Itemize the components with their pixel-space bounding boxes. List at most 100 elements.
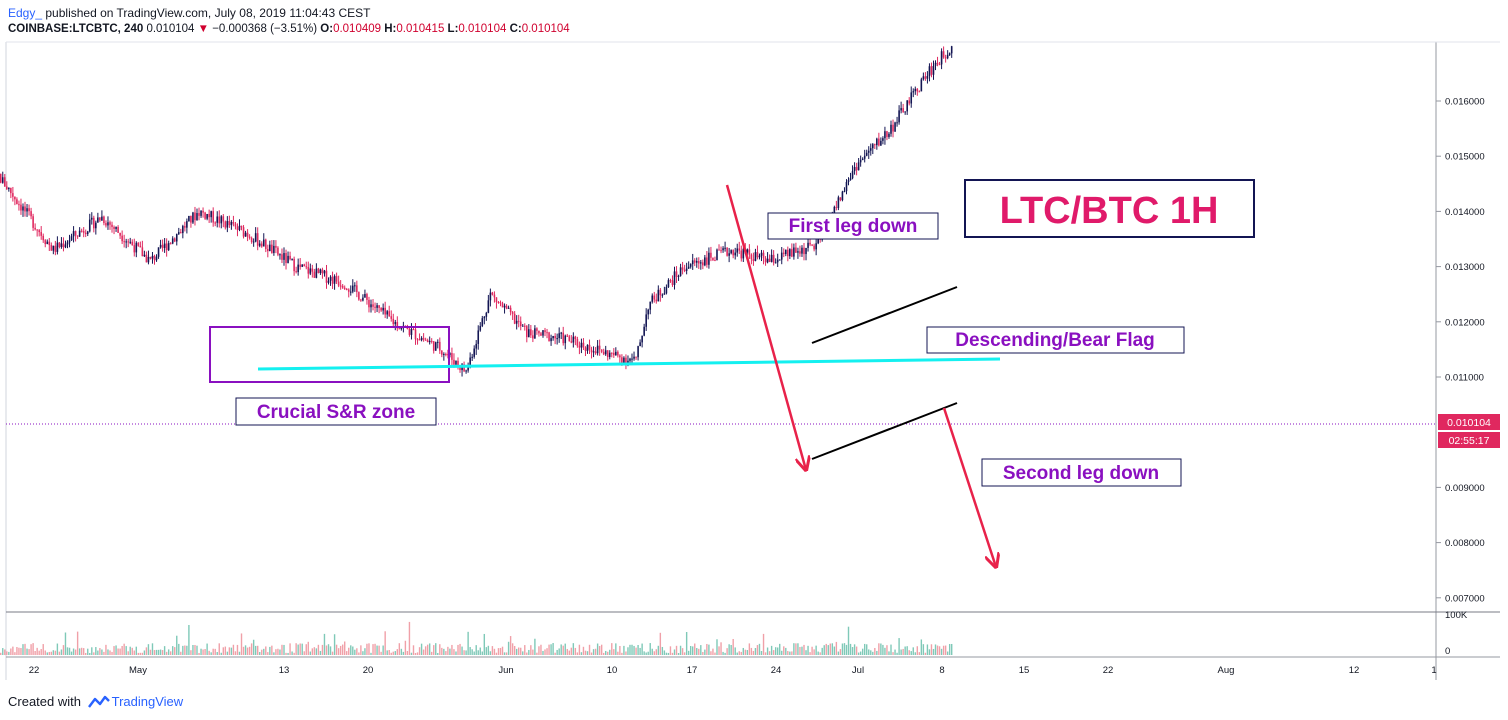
candle-body — [740, 250, 743, 259]
volume-bar — [477, 650, 479, 655]
volume-bar — [435, 643, 437, 655]
volume-bar — [91, 647, 93, 655]
candle-body — [572, 336, 575, 343]
volume-bar — [287, 652, 289, 655]
candle-body — [700, 262, 702, 264]
volume-bar — [880, 643, 882, 655]
volume-bar — [789, 651, 791, 655]
volume-bar — [135, 646, 137, 655]
volume-bar — [681, 648, 684, 655]
price-chart[interactable]: 0.016000 0.015000 0.014000 0.013000 0.012000… — [0, 0, 1508, 684]
candle-body — [186, 221, 188, 228]
candle-body — [671, 280, 674, 285]
volume-bar — [643, 651, 645, 655]
title-box[interactable] — [964, 179, 1255, 238]
volume-bar — [783, 646, 785, 655]
candle-body — [149, 256, 152, 259]
time-axis[interactable]: 22 May 13 20 Jun 10 17 24 Jul 8 15 22 Aug 12 1 — [29, 665, 1437, 676]
candle-body — [129, 241, 132, 243]
volume-bar — [647, 651, 649, 655]
author-link[interactable]: Edgy_ — [8, 6, 43, 20]
candle-body — [327, 280, 330, 283]
chart-header: Edgy_ published on TradingView.com, July… — [0, 0, 1508, 42]
volume-bar — [356, 648, 358, 655]
volume-bar — [894, 649, 896, 655]
candle-body — [293, 258, 295, 272]
candle-body — [416, 339, 419, 341]
candle-body — [495, 297, 498, 303]
candle-body — [372, 304, 374, 307]
volume-bar — [582, 646, 585, 655]
sr-zone-box[interactable] — [209, 326, 450, 383]
volume-bar — [50, 651, 53, 655]
candle-body — [62, 243, 65, 248]
candle-body — [131, 241, 134, 246]
volume-bar — [76, 631, 79, 655]
support-line[interactable] — [257, 357, 1001, 371]
volume-bar — [305, 644, 307, 655]
high-value: 0.010415 — [396, 23, 445, 35]
volume-bar — [849, 643, 852, 655]
first-leg-label-box[interactable] — [767, 212, 939, 240]
candle-body — [291, 258, 293, 260]
flag-upper-line[interactable] — [811, 286, 958, 344]
volume-bar — [103, 651, 105, 655]
candle-body — [14, 196, 16, 200]
candle-body — [805, 247, 807, 255]
volume-bar — [80, 647, 83, 655]
volume-bar — [627, 647, 629, 655]
volume-bar — [309, 651, 312, 655]
candle-body — [252, 241, 255, 243]
volume-bar — [704, 649, 706, 655]
volume-bar — [748, 643, 751, 655]
candle-body — [550, 338, 552, 342]
volume-bar — [42, 644, 44, 655]
candle-body — [938, 64, 941, 66]
volume-bars — [0, 621, 953, 655]
volume-bar — [400, 648, 403, 655]
volume-bar — [246, 647, 249, 655]
candle-body — [499, 302, 502, 304]
volume-bar — [530, 645, 532, 655]
candle-body — [139, 245, 142, 248]
candle-body — [254, 233, 257, 242]
volume-bar — [32, 643, 34, 655]
second-leg-label-box[interactable] — [981, 458, 1182, 487]
candle-body — [54, 245, 57, 252]
volume-bar — [95, 647, 97, 655]
volume-bar — [66, 647, 69, 655]
volume-bar — [635, 647, 637, 655]
candle-body — [849, 178, 852, 181]
sr-zone-label-box[interactable] — [235, 397, 437, 426]
candle-body — [99, 217, 101, 221]
tradingview-logo-icon — [87, 695, 110, 712]
volume-bar — [119, 648, 121, 655]
tradingview-brand[interactable]: TradingView — [111, 694, 184, 709]
candle-body — [275, 245, 277, 248]
second-leg-arrow[interactable] — [942, 407, 996, 567]
volume-bar — [192, 645, 194, 655]
candle-body — [443, 354, 445, 356]
volume-bar — [117, 648, 119, 655]
candle-body — [220, 216, 223, 224]
volume-bar — [418, 647, 421, 655]
flag-lower-line[interactable] — [811, 402, 958, 460]
price-axis[interactable]: 0.016000 0.015000 0.014000 0.013000 0.012000… — [1436, 97, 1485, 605]
volume-bar — [495, 652, 498, 655]
volume-bar — [611, 643, 613, 655]
first-leg-arrow[interactable] — [725, 184, 806, 470]
candle-body — [82, 230, 85, 233]
candle-body — [681, 267, 684, 270]
candle-body — [695, 261, 698, 263]
volume-bar — [433, 645, 435, 655]
candle-body — [370, 304, 372, 308]
flag-label-box[interactable] — [926, 326, 1185, 354]
candle-body — [246, 232, 249, 237]
volume-bar — [457, 644, 459, 655]
candle-body — [780, 252, 783, 260]
candle-body — [192, 212, 194, 223]
candle-body — [865, 152, 868, 156]
close-label: C: — [509, 23, 522, 35]
volume-bar — [797, 643, 799, 655]
candle-body — [578, 345, 581, 348]
